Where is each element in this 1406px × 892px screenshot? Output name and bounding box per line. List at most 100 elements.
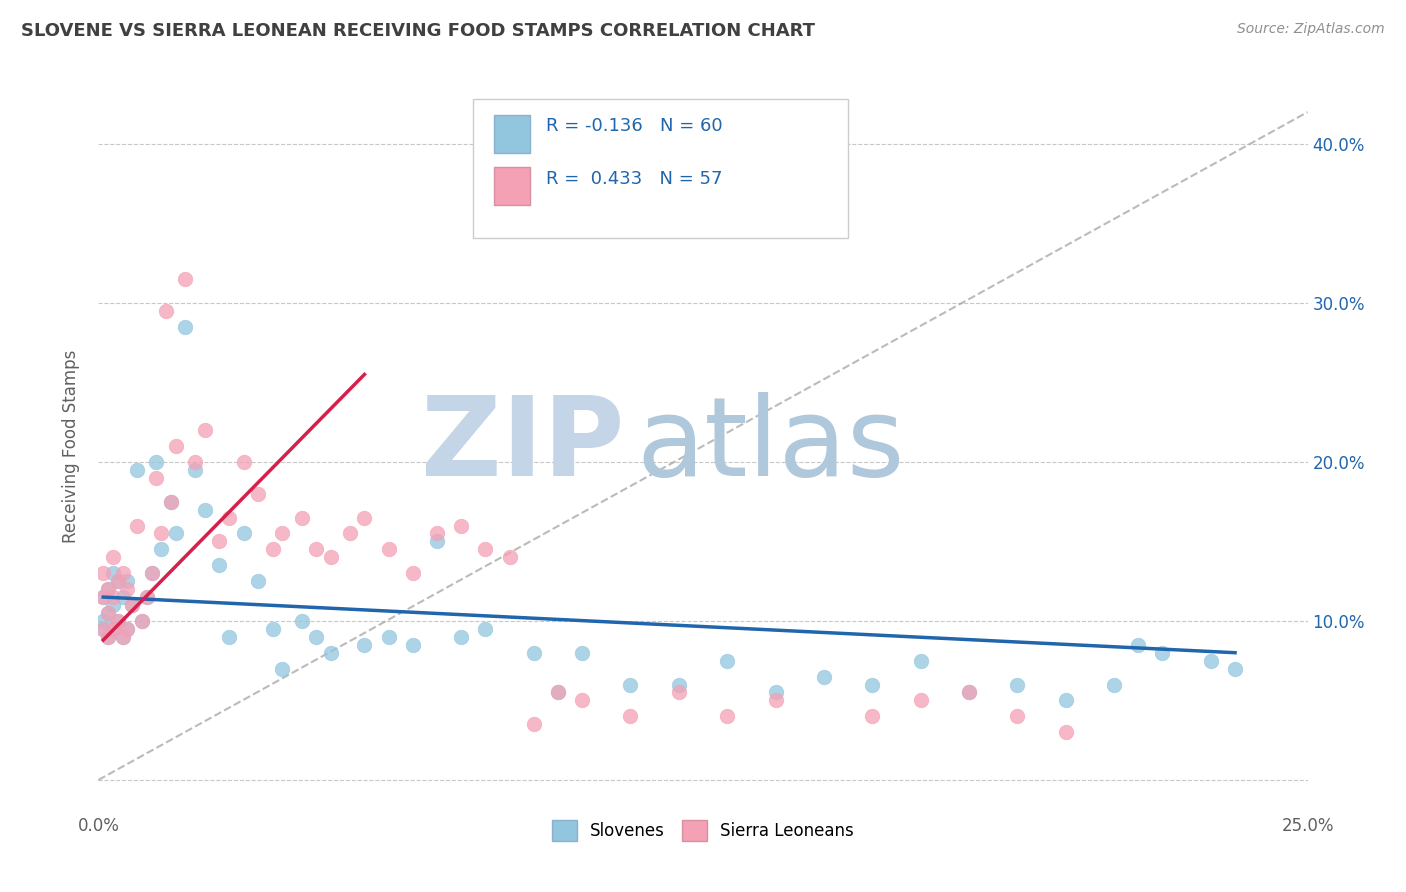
Point <box>305 630 328 644</box>
Point <box>765 685 787 699</box>
Point <box>131 614 153 628</box>
Point <box>474 622 496 636</box>
Point <box>232 526 254 541</box>
Text: R = -0.136   N = 60: R = -0.136 N = 60 <box>546 118 723 136</box>
Point <box>262 542 284 557</box>
Point <box>150 542 173 557</box>
Bar <box>494 167 530 204</box>
Point <box>117 582 139 596</box>
Point <box>668 677 690 691</box>
Point <box>91 590 114 604</box>
Point <box>1054 693 1077 707</box>
Point <box>523 717 546 731</box>
Point <box>91 590 114 604</box>
Point <box>141 566 163 581</box>
Text: R =  0.433   N = 57: R = 0.433 N = 57 <box>546 170 723 188</box>
Text: atlas: atlas <box>637 392 905 500</box>
Point <box>184 455 207 469</box>
Point <box>247 486 270 500</box>
Point <box>716 654 738 668</box>
Point <box>290 614 312 628</box>
Point <box>117 574 139 589</box>
Point <box>1199 654 1222 668</box>
Point <box>290 510 312 524</box>
Point <box>145 471 167 485</box>
Point <box>353 510 375 524</box>
Point <box>1223 662 1246 676</box>
Bar <box>494 115 530 153</box>
Point <box>619 709 641 723</box>
Text: Source: ZipAtlas.com: Source: ZipAtlas.com <box>1237 22 1385 37</box>
Point <box>97 630 120 644</box>
Point <box>208 558 231 573</box>
Point <box>957 685 980 699</box>
Point <box>319 550 342 565</box>
Point <box>160 494 183 508</box>
Point <box>194 502 217 516</box>
Point <box>547 685 569 699</box>
Point <box>957 685 980 699</box>
Point <box>765 693 787 707</box>
Point <box>319 646 342 660</box>
Point <box>910 693 932 707</box>
Point <box>402 566 425 581</box>
Point <box>450 630 472 644</box>
Point <box>121 598 143 612</box>
Point <box>247 574 270 589</box>
Point <box>131 614 153 628</box>
Point <box>97 606 120 620</box>
Point <box>101 622 124 636</box>
Point <box>91 622 114 636</box>
Point <box>107 574 129 589</box>
Point <box>165 526 187 541</box>
Point <box>571 693 593 707</box>
Point <box>97 630 120 644</box>
Point <box>91 566 114 581</box>
Point <box>107 614 129 628</box>
Point <box>101 590 124 604</box>
Point <box>377 542 399 557</box>
Point <box>402 638 425 652</box>
Point <box>426 526 449 541</box>
Point <box>353 638 375 652</box>
Point <box>111 590 134 604</box>
Y-axis label: Receiving Food Stamps: Receiving Food Stamps <box>62 350 80 542</box>
Point <box>232 455 254 469</box>
Point <box>174 272 197 286</box>
Point <box>271 526 294 541</box>
Text: SLOVENE VS SIERRA LEONEAN RECEIVING FOOD STAMPS CORRELATION CHART: SLOVENE VS SIERRA LEONEAN RECEIVING FOOD… <box>21 22 815 40</box>
Point <box>305 542 328 557</box>
Point <box>184 463 207 477</box>
Point <box>377 630 399 644</box>
Point <box>194 423 217 437</box>
Point <box>450 518 472 533</box>
Point <box>271 662 294 676</box>
Point <box>339 526 361 541</box>
Point <box>860 709 883 723</box>
Point <box>1007 677 1029 691</box>
Point <box>117 622 139 636</box>
Point <box>160 494 183 508</box>
Point <box>150 526 173 541</box>
Point <box>668 685 690 699</box>
Point <box>91 614 114 628</box>
Point <box>121 598 143 612</box>
Point <box>1054 725 1077 739</box>
Point <box>426 534 449 549</box>
Legend: Slovenes, Sierra Leoneans: Slovenes, Sierra Leoneans <box>546 814 860 847</box>
Point <box>111 630 134 644</box>
Point <box>111 566 134 581</box>
Point <box>716 709 738 723</box>
Point <box>145 455 167 469</box>
Point <box>101 598 124 612</box>
Point <box>127 463 149 477</box>
Point <box>101 566 124 581</box>
Point <box>218 630 240 644</box>
Point <box>127 518 149 533</box>
Point <box>218 510 240 524</box>
Point <box>135 590 157 604</box>
Text: ZIP: ZIP <box>420 392 624 500</box>
Point <box>1128 638 1150 652</box>
Point <box>571 646 593 660</box>
Point <box>107 614 129 628</box>
